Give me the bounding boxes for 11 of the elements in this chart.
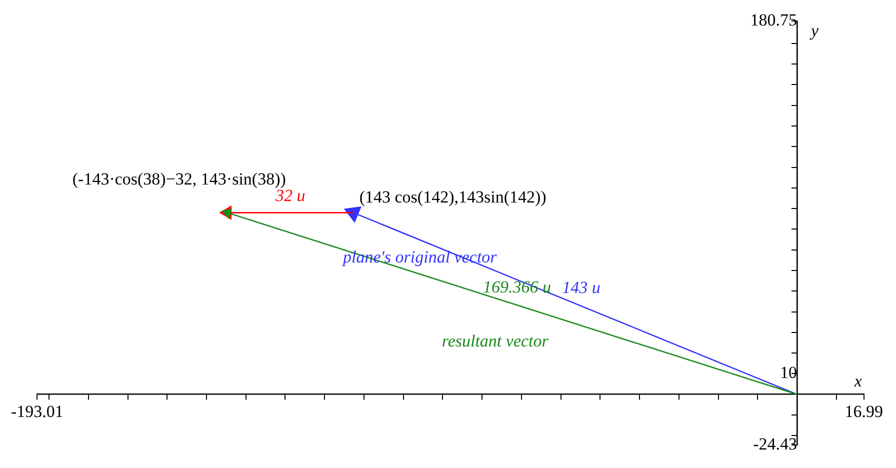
- x-axis-title: x: [853, 371, 862, 390]
- y-tick-label: 180.75: [750, 10, 797, 30]
- annotation: 143 u: [562, 278, 600, 298]
- y-tick-label: -24.43: [753, 434, 797, 454]
- x-tick-label: 16.99: [844, 402, 883, 422]
- series-label: resultant vector: [442, 332, 549, 351]
- annotation: (-143·cos(38)−32, 143·sin(38)): [72, 170, 286, 189]
- y-tick-label: 10: [780, 363, 797, 382]
- y-axis-title: y: [808, 21, 819, 40]
- annotation: (143 cos(142),143sin(142)): [359, 188, 546, 207]
- x-tick-label: -193.01: [10, 402, 64, 422]
